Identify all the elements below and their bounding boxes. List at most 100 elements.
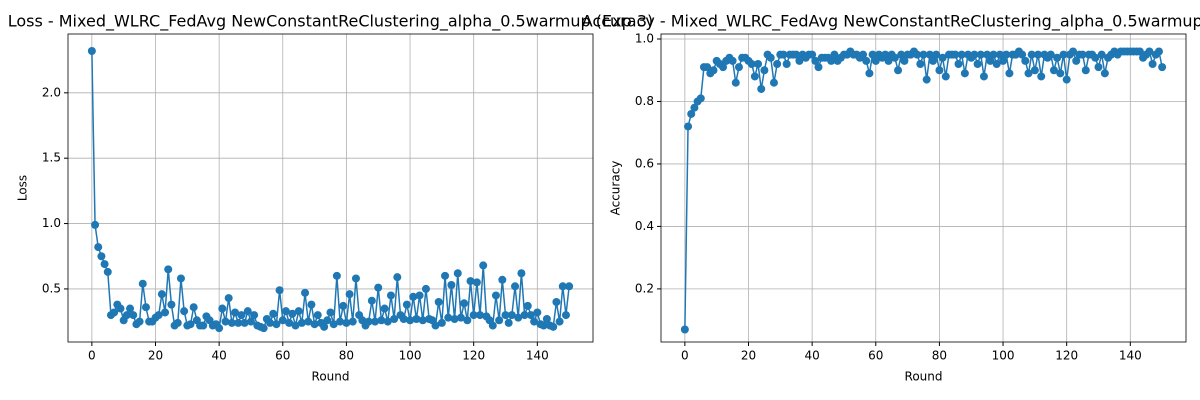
data-point [456,313,465,322]
data-point [326,308,335,317]
data-point [380,304,389,313]
data-point [782,59,791,68]
data-point [377,316,386,325]
x-tick-label: 140 [1119,349,1142,363]
data-point [1145,47,1154,56]
data-point [234,318,243,327]
data-point [995,50,1004,59]
data-point [1018,50,1027,59]
data-point [157,290,166,299]
axes: 0 20 40 60 80 100 120 140 0.5 1.0 1.5 2.0 Round Loss L… [8,12,654,384]
data-point [266,318,275,327]
data-point [1069,47,1078,56]
data-point [304,317,313,326]
data-point [348,317,357,326]
data-point [555,317,564,326]
data-point [750,72,759,81]
data-point [472,278,481,287]
data-point [393,273,402,282]
data-point [941,72,950,81]
data-point [919,50,928,59]
data-point [221,317,230,326]
data-point [565,282,574,291]
data-point [237,311,246,320]
data-point [684,122,693,131]
data-point [1056,69,1065,78]
data-point [1002,50,1011,59]
data-point [1049,66,1058,75]
data-point [868,50,877,59]
data-point [504,318,513,327]
data-point [773,59,782,68]
data-point [747,59,756,68]
data-point [371,317,380,326]
axes: 0 20 40 60 80 100 120 140 0.2 0.4 0.6 0.8 1.0 Round Ac… [582,12,1200,384]
data-point [294,307,303,316]
data-point [272,320,281,329]
data-point [450,314,459,323]
data-point [495,316,504,325]
y-tick-label: 0.6 [635,156,654,170]
data-point [808,50,817,59]
x-tick-label: 20 [741,349,756,363]
data-point [100,260,109,269]
data-point [1154,47,1163,56]
data-point [199,321,208,330]
data-point [932,50,941,59]
data-point [558,282,567,291]
data-point [87,46,96,55]
data-point [285,318,294,327]
data-point [453,269,462,278]
data-point [180,307,189,316]
data-point [779,50,788,59]
data-point [367,296,376,305]
data-point [415,291,424,300]
data-point [533,308,542,317]
data-point [444,313,453,322]
data-point [979,72,988,81]
data-point [498,275,507,284]
data-point [754,59,763,68]
x-tick-label: 60 [275,349,290,363]
data-point [281,307,290,316]
data-point [511,282,520,291]
data-point [1037,72,1046,81]
data-point [307,300,316,309]
data-point [757,84,766,93]
data-point [1097,50,1106,59]
data-point [441,271,450,280]
data-point [297,318,306,327]
data-point [1135,47,1144,56]
data-point [884,56,893,65]
x-tick-label: 60 [868,349,883,363]
data-point [501,311,510,320]
data-point [240,318,249,327]
data-point [1034,50,1043,59]
data-point [734,63,743,72]
data-point [141,303,150,312]
data-point [259,324,268,333]
y-tick-label: 0.5 [42,281,61,295]
x-tick-label: 140 [526,349,549,363]
data-point [406,316,415,325]
data-point [313,311,322,320]
data-point [103,267,112,276]
data-point [116,304,125,313]
data-point [460,299,469,308]
data-point [957,50,966,59]
data-point [463,316,472,325]
data-point [390,314,399,323]
axes-frame [67,33,594,343]
data-point [865,69,874,78]
data-point [1059,50,1068,59]
data-point [250,311,259,320]
data-line [684,49,1163,330]
y-tick-label: 2.0 [42,85,61,99]
data-point [122,311,131,320]
data-point [507,311,516,320]
data-point [154,311,163,320]
axes-frame [660,33,1187,343]
x-tick-label: 80 [339,349,354,363]
data-point [709,66,718,75]
